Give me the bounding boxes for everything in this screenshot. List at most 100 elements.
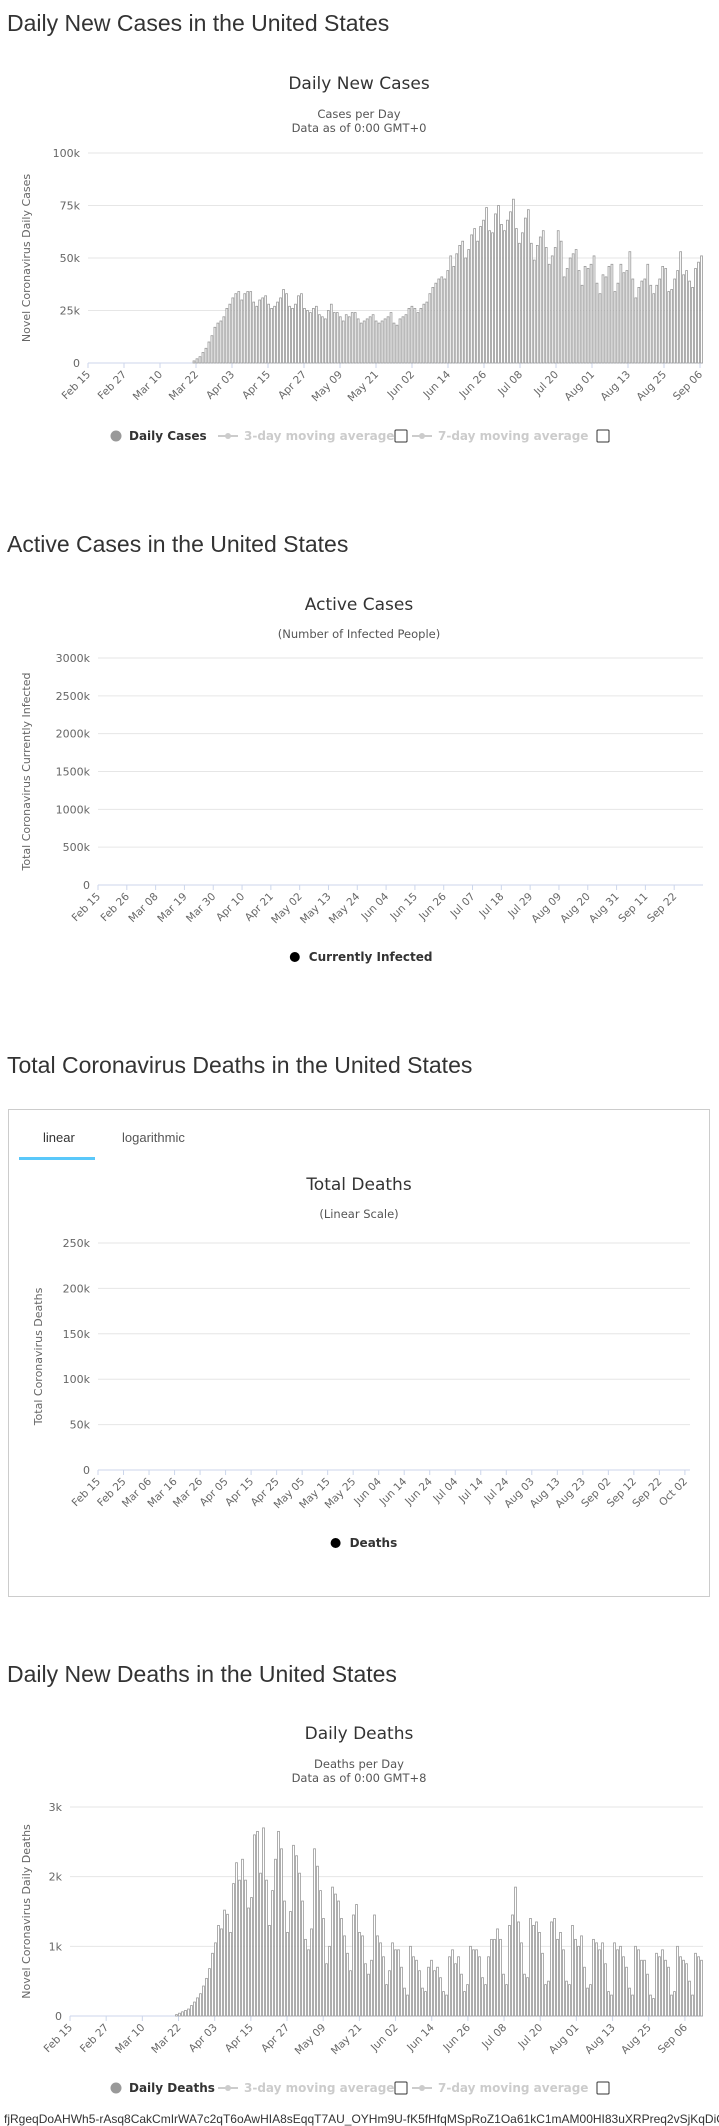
x-tick-label: Aug 13 (598, 369, 633, 404)
data-bar (421, 1987, 424, 2017)
data-bar (496, 1928, 499, 2017)
data-bar (285, 293, 288, 364)
y-axis-label: Novel Coronavirus Daily Cases (20, 174, 33, 342)
data-bar (300, 293, 303, 364)
data-bar (374, 320, 378, 364)
data-bar (355, 1904, 358, 2017)
data-bar (346, 1952, 349, 2017)
data-bar (464, 257, 467, 364)
data-bar (298, 1872, 301, 2017)
x-tick-label: Apr 27 (276, 369, 309, 402)
y-tick-label: 50k (70, 1419, 91, 1432)
y-tick-label: 150k (63, 1328, 91, 1341)
data-bar (470, 234, 473, 364)
data-bar (682, 274, 685, 364)
data-bar (376, 1935, 379, 2017)
data-bar (497, 205, 500, 364)
data-bar (500, 223, 503, 364)
data-bar (571, 253, 575, 364)
y-tick-label: 3000k (56, 652, 91, 665)
data-bar (646, 1973, 649, 2017)
data-bar (175, 2014, 178, 2017)
data-bar (643, 278, 647, 364)
x-tick-label: Jun 14 (377, 1475, 410, 1508)
data-bar (676, 1945, 679, 2017)
data-bar (297, 295, 300, 364)
data-bar (380, 320, 384, 364)
data-bar (664, 268, 668, 364)
x-tick-label: Jun 26 (440, 2021, 473, 2054)
data-bar (353, 312, 357, 364)
data-bar (628, 1987, 631, 2017)
y-tick-label: 0 (83, 1464, 90, 1477)
data-bar (309, 312, 312, 364)
data-bar (231, 297, 235, 364)
x-tick-label: Jun 02 (385, 369, 418, 402)
data-bar (412, 1956, 415, 2017)
data-bar (367, 1973, 370, 2017)
data-bar (303, 307, 306, 364)
data-bar (427, 1966, 430, 2017)
data-bar (691, 1994, 694, 2017)
x-tick-label: Jun 26 (416, 890, 449, 923)
data-bar (583, 1966, 586, 2017)
data-bar (316, 1865, 319, 2017)
x-tick-label: Aug 01 (547, 2022, 582, 2057)
data-bar (691, 286, 694, 364)
data-bar (664, 1959, 667, 2017)
data-bar (433, 1970, 436, 2017)
y-tick-label: 1k (49, 1940, 63, 1953)
data-bar (565, 1980, 568, 2017)
data-bar (673, 1991, 676, 2017)
data-bar (506, 219, 509, 364)
data-bar (270, 307, 273, 364)
x-tick-label: Jun 02 (368, 2022, 401, 2055)
x-tick-label: Mar 10 (113, 2022, 147, 2056)
data-bar (574, 249, 578, 364)
data-bar (565, 268, 569, 364)
data-bar (643, 1959, 646, 2017)
data-bar (334, 1893, 337, 2017)
data-bar (391, 1942, 394, 2017)
total-deaths-section-title: Total Coronavirus Deaths in the United S… (7, 1052, 473, 1078)
data-bar (649, 284, 653, 364)
chart-subtitle: Data as of 0:00 GMT+0 (292, 121, 427, 135)
data-bar (262, 1827, 265, 2017)
data-bar (347, 316, 351, 364)
tab-logarithmic[interactable]: logarithmic (122, 1130, 185, 1145)
data-bar (238, 1879, 241, 2017)
chart-subtitle: Cases per Day (317, 107, 400, 121)
data-bar (196, 1997, 199, 2017)
data-bar (352, 1914, 355, 2017)
data-bar (679, 251, 682, 364)
data-bar (422, 303, 426, 364)
data-bar (377, 322, 381, 364)
data-bar (416, 312, 420, 364)
data-bar (562, 276, 566, 364)
x-tick-label: Feb 27 (96, 369, 129, 402)
data-bar (527, 209, 530, 364)
data-bar (410, 305, 414, 364)
data-bar (481, 1977, 484, 2017)
data-bar (601, 274, 605, 364)
legend-marker (289, 952, 300, 962)
y-tick-label: 75k (60, 200, 81, 213)
data-bar (232, 1883, 235, 2017)
chart-subtitle: (Linear Scale) (319, 1207, 398, 1221)
data-bar (509, 211, 512, 364)
x-tick-label: Jul 20 (531, 369, 561, 399)
legend-dot-marker (225, 433, 231, 439)
data-bar (207, 341, 211, 364)
data-bar (400, 1966, 403, 2017)
data-bar (243, 293, 247, 364)
legend-marker (330, 1538, 341, 1548)
data-bar (315, 305, 318, 364)
data-bar (592, 255, 596, 364)
x-tick-label: Aug 25 (634, 369, 669, 404)
data-bar (688, 280, 691, 364)
data-bar (541, 1952, 544, 2017)
x-tick-label: Jul 18 (476, 891, 506, 921)
tab-linear[interactable]: linear (43, 1130, 75, 1145)
